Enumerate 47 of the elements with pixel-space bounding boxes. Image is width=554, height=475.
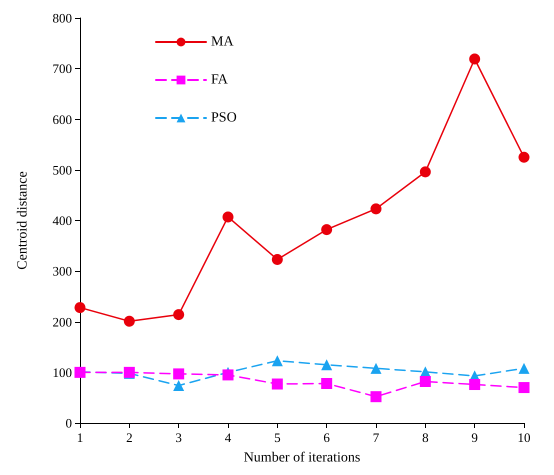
y-tick-label: 600	[52, 112, 72, 127]
point	[74, 302, 86, 314]
x-tick-label: 8	[422, 430, 429, 445]
point	[173, 309, 184, 320]
x-tick-label: 5	[274, 430, 281, 445]
y-tick-label: 100	[52, 364, 72, 380]
y-tick-label: 500	[52, 162, 72, 178]
x-tick-label: 2	[126, 430, 133, 445]
y-tick-label: 800	[52, 10, 72, 26]
point	[124, 316, 135, 327]
y-tick-label: 0	[66, 416, 72, 430]
point	[321, 224, 332, 236]
legend-label: MA	[211, 34, 234, 50]
x-tick-label: 4	[224, 430, 232, 445]
point	[222, 211, 234, 222]
point	[420, 166, 431, 178]
point	[173, 368, 184, 380]
y-tick-label: 400	[52, 213, 72, 228]
point	[518, 362, 530, 374]
x-tick-label: 3	[175, 430, 182, 445]
point	[370, 391, 382, 402]
legend-label: FA	[211, 72, 229, 88]
y-tick-label: 700	[52, 61, 72, 76]
point	[469, 379, 480, 390]
legend-label: PSO	[211, 110, 237, 126]
point	[272, 355, 283, 366]
y-axis-title: Centroid distance	[16, 171, 30, 270]
x-tick-label: 1	[76, 430, 84, 445]
point	[222, 369, 234, 380]
point	[420, 376, 431, 387]
x-tick-label: 7	[372, 430, 380, 445]
x-tick-label: 10	[518, 430, 530, 445]
point	[272, 254, 283, 265]
point	[321, 378, 332, 390]
point	[272, 378, 283, 390]
x-tick-label: 9	[471, 430, 478, 445]
point	[370, 362, 382, 374]
point	[370, 203, 382, 214]
point	[321, 359, 332, 370]
x-axis-title: Number of iterations	[244, 450, 360, 466]
y-tick-label: 200	[52, 314, 72, 330]
point	[518, 382, 530, 394]
point	[469, 54, 480, 65]
x-tick-label: 6	[323, 430, 330, 445]
point	[518, 152, 530, 163]
point	[173, 380, 184, 392]
y-tick-label: 300	[52, 264, 72, 279]
